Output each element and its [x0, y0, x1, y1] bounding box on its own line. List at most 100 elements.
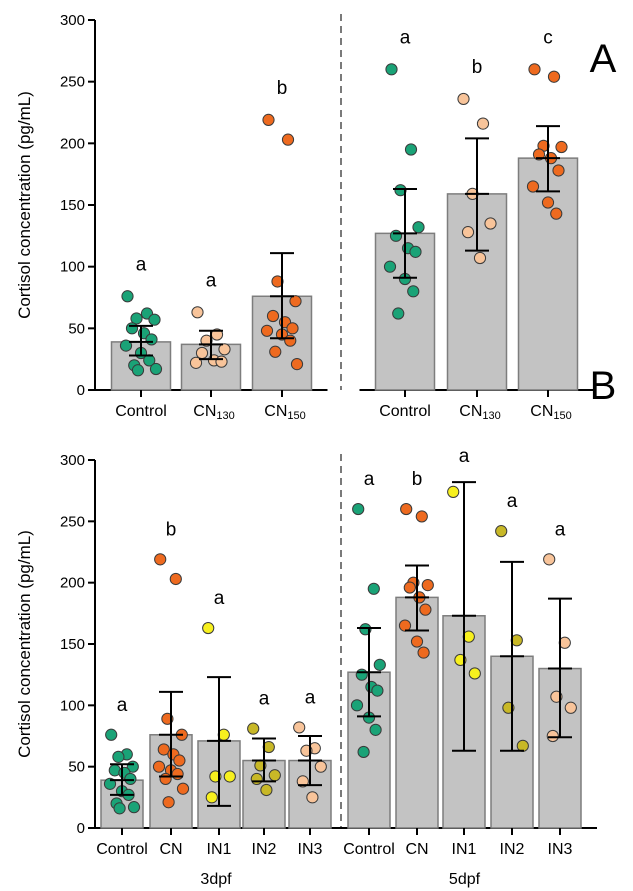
- data-point: [371, 684, 384, 697]
- significance-letter: b: [277, 78, 288, 99]
- data-point: [473, 251, 487, 265]
- data-point: [286, 322, 299, 335]
- data-point: [484, 217, 497, 230]
- significance-letter: a: [214, 588, 225, 609]
- data-point: [367, 582, 380, 595]
- y-axis-label: Cortisol concentration (pg/mL): [15, 530, 34, 758]
- data-point: [407, 285, 420, 298]
- y-tick-label: 150: [60, 197, 85, 214]
- data-point: [169, 572, 182, 586]
- data-point: [373, 658, 386, 671]
- data-point: [268, 769, 281, 782]
- x-tick-label: CN150: [530, 403, 571, 422]
- data-point: [127, 801, 141, 814]
- data-point: [290, 358, 304, 371]
- y-tick-label: 0: [77, 382, 85, 399]
- data-point: [176, 782, 190, 795]
- data-point: [350, 699, 364, 712]
- panel-label: A: [590, 37, 617, 81]
- data-point: [284, 334, 297, 347]
- data-point: [260, 324, 274, 337]
- data-point: [314, 760, 327, 773]
- data-point: [215, 355, 228, 368]
- y-tick-label: 100: [60, 697, 85, 714]
- x-tick-label: Control: [379, 403, 431, 420]
- data-point: [159, 772, 172, 786]
- significance-letter: b: [412, 469, 423, 490]
- significance-letter: a: [206, 270, 217, 291]
- data-point: [105, 728, 118, 741]
- significance-letter: a: [305, 687, 316, 708]
- data-point: [495, 525, 508, 538]
- data-point: [247, 722, 260, 735]
- x-tick-label: IN1: [207, 841, 232, 858]
- data-point: [526, 180, 540, 193]
- data-point: [394, 184, 407, 197]
- data-point: [457, 92, 470, 106]
- significance-letter: a: [117, 695, 128, 716]
- data-point: [400, 502, 413, 516]
- y-tick-label: 300: [60, 452, 85, 469]
- data-point: [145, 333, 158, 346]
- x-tick-label: CN: [405, 841, 428, 858]
- x-tick-label: Control: [115, 403, 167, 420]
- data-point: [281, 133, 295, 146]
- data-point: [352, 502, 365, 516]
- x-tick-label: IN2: [500, 841, 525, 858]
- data-point: [260, 783, 273, 797]
- significance-letter: a: [555, 519, 566, 540]
- data-point: [131, 364, 145, 377]
- data-point: [293, 721, 306, 734]
- x-tick-label: Control: [343, 841, 395, 858]
- data-point: [148, 313, 161, 326]
- data-point: [355, 668, 368, 681]
- data-point: [419, 603, 432, 616]
- x-tick-label: CN150: [264, 403, 305, 422]
- significance-letter: a: [259, 689, 270, 710]
- data-point: [119, 339, 133, 352]
- x-tick-label: CN130: [459, 403, 500, 422]
- x-tick-label: IN1: [452, 841, 477, 858]
- data-point: [162, 796, 175, 809]
- significance-letter: a: [507, 491, 518, 512]
- data-point: [385, 63, 398, 76]
- data-point: [189, 356, 203, 369]
- data-point: [223, 770, 236, 783]
- data-point: [112, 750, 125, 763]
- data-point: [149, 362, 163, 376]
- data-point: [121, 290, 134, 303]
- significance-letter: a: [136, 254, 147, 275]
- data-point: [113, 802, 126, 815]
- data-point: [218, 343, 231, 356]
- data-point: [404, 143, 418, 156]
- data-point: [154, 553, 167, 566]
- significance-letter: b: [166, 519, 177, 540]
- significance-letter: a: [459, 446, 470, 467]
- bar: [517, 157, 579, 391]
- data-point: [541, 196, 555, 209]
- y-tick-label: 200: [60, 135, 85, 152]
- data-point: [468, 667, 481, 680]
- data-point: [547, 70, 561, 83]
- data-point: [173, 754, 186, 767]
- y-tick-label: 50: [68, 320, 85, 337]
- x-tick-label: IN3: [548, 841, 573, 858]
- chart-panel-A: 0 50 100 150 200 250 300 Cortisol concentration…: [15, 12, 617, 422]
- data-point: [205, 791, 218, 804]
- data-point: [269, 345, 282, 358]
- data-point: [266, 309, 280, 323]
- data-point: [564, 701, 577, 714]
- data-point: [415, 510, 428, 523]
- data-point: [409, 245, 422, 258]
- data-point: [369, 723, 382, 736]
- data-point: [552, 164, 565, 177]
- significance-letter: b: [472, 57, 483, 78]
- y-tick-label: 0: [77, 820, 85, 837]
- data-point: [555, 140, 568, 154]
- y-tick-label: 300: [60, 12, 85, 29]
- data-point: [124, 772, 137, 786]
- chart-panel-B: 0 50 100 150 200 250 300 Cortisol concentration…: [15, 364, 616, 888]
- y-tick-label: 250: [60, 513, 85, 530]
- data-point: [195, 346, 209, 360]
